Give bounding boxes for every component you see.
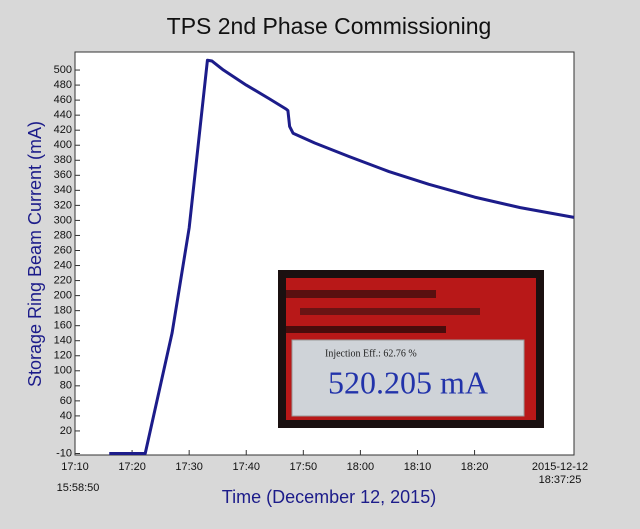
x-end-sublabel: 18:37:25 (539, 474, 582, 486)
screen-band (286, 326, 446, 333)
x-tick-label: 17:50 (290, 461, 318, 473)
y-tick-label: 400 (54, 139, 72, 151)
screen-band (286, 290, 436, 298)
x-axis-label: Time (December 12, 2015) (222, 487, 436, 507)
y-tick-label: 300 (54, 214, 72, 226)
x-tick-label: 18:00 (347, 461, 375, 473)
y-tick-label: 160 (54, 320, 72, 332)
x-tick-label: 17:40 (232, 461, 260, 473)
x-tick-label: 17:30 (175, 461, 203, 473)
inset-efficiency: Injection Eff.: 62.76 % (325, 348, 417, 359)
y-tick-label: 440 (54, 109, 72, 121)
y-tick-label: 280 (54, 229, 72, 241)
y-tick-label: 340 (54, 184, 72, 196)
y-tick-label: 80 (60, 380, 72, 392)
data-line (109, 58, 575, 455)
y-tick-label: 500 (54, 64, 72, 76)
y-tick-label: 120 (54, 350, 72, 362)
x-tick-label: 17:20 (118, 461, 146, 473)
y-tick-label: 140 (54, 335, 72, 347)
y-tick-label: 240 (54, 259, 72, 271)
screen-band (300, 308, 480, 315)
y-tick-label: 180 (54, 305, 72, 317)
y-tick-label: 40 (60, 410, 72, 422)
x-tick-label: 18:10 (404, 461, 432, 473)
x-tick-label: 2015-12-12 (532, 461, 588, 473)
y-tick-label: 100 (54, 365, 72, 377)
y-tick-label: 480 (54, 79, 72, 91)
inset-photo: Injection Eff.: 62.76 % 520.205 mA (278, 270, 544, 428)
y-tick-label: 60 (60, 395, 72, 407)
y-tick-label: 460 (54, 94, 72, 106)
x-start-sublabel: 15:58:50 (57, 482, 100, 494)
y-tick-label: 360 (54, 169, 72, 181)
x-tick-label: 17:10 (61, 461, 89, 473)
y-tick-label: 420 (54, 124, 72, 136)
x-tick-label: 18:20 (461, 461, 489, 473)
chart-title: TPS 2nd Phase Commissioning (167, 13, 492, 39)
y-tick-label: -10 (56, 447, 72, 459)
inset-reading: 520.205 mA (328, 364, 488, 400)
y-tick-label: 20 (60, 425, 72, 437)
y-tick-label: 320 (54, 199, 72, 211)
y-tick-label: 200 (54, 290, 72, 302)
y-axis-label: Storage Ring Beam Current (mA) (25, 121, 45, 387)
display-panel (291, 339, 525, 417)
y-tick-label: 380 (54, 154, 72, 166)
y-tick-label: 260 (54, 244, 72, 256)
y-tick-label: 220 (54, 274, 72, 286)
